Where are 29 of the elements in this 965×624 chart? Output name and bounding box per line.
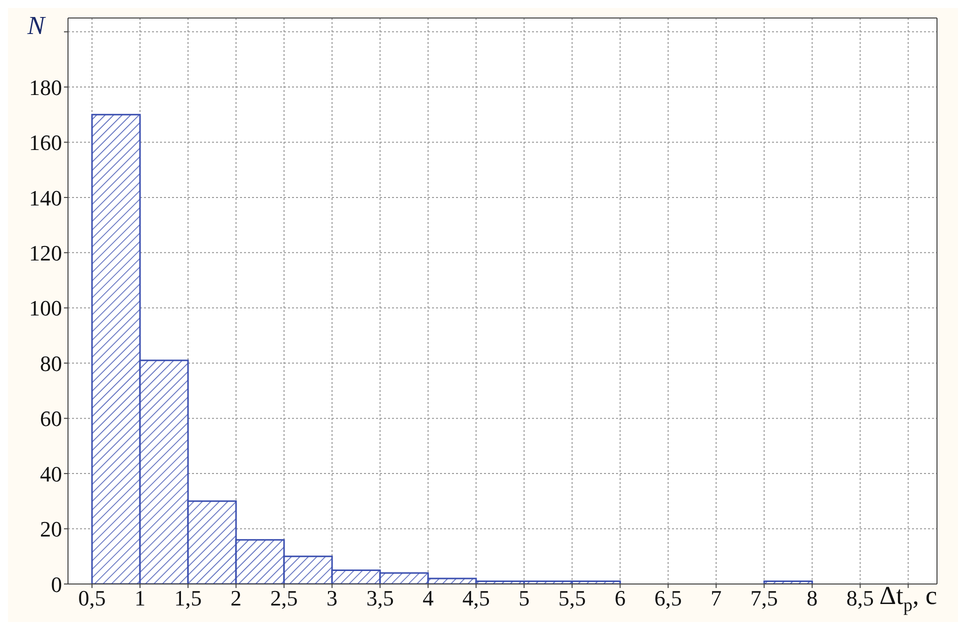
y-tick-label: 60	[40, 406, 62, 432]
y-tick-label: 40	[40, 461, 62, 486]
x-tick-label: 5	[518, 586, 530, 611]
x-tick-label: 3,5	[366, 586, 394, 611]
x-tick-label: 5,5	[558, 586, 586, 611]
x-tick-label: 4	[422, 586, 434, 611]
x-axis-title: Δt$_{p}$, c	[879, 581, 937, 615]
y-tick-label: 100	[29, 296, 62, 321]
x-tick-label: 8	[806, 586, 818, 611]
y-tick-label: 180	[29, 74, 62, 100]
x-tick-label: 1	[134, 586, 146, 611]
x-tick-label: 1,5	[174, 586, 202, 611]
x-tick-label: 8,5	[846, 586, 874, 611]
y-tick-label: 20	[40, 516, 62, 542]
y-tick-label: 160	[29, 130, 62, 156]
x-tick-label: 3	[326, 586, 338, 611]
y-tick-label: 140	[29, 185, 62, 210]
x-tick-label: 7,5	[750, 586, 778, 611]
y-tick-label: 80	[40, 350, 62, 376]
x-tick-label: 2,5	[270, 586, 298, 611]
y-tick-label: 120	[29, 240, 62, 266]
x-tick-label: 6,5	[654, 586, 682, 611]
x-tick-label: 6	[614, 586, 626, 611]
y-axis-title: N	[26, 11, 46, 40]
x-tick-label: 0,5	[78, 586, 106, 611]
y-tick-label: 0	[51, 572, 62, 597]
x-tick-label: 7	[710, 586, 722, 611]
x-tick-label: 4,5	[462, 586, 490, 611]
x-tick-label: 2	[230, 586, 242, 611]
